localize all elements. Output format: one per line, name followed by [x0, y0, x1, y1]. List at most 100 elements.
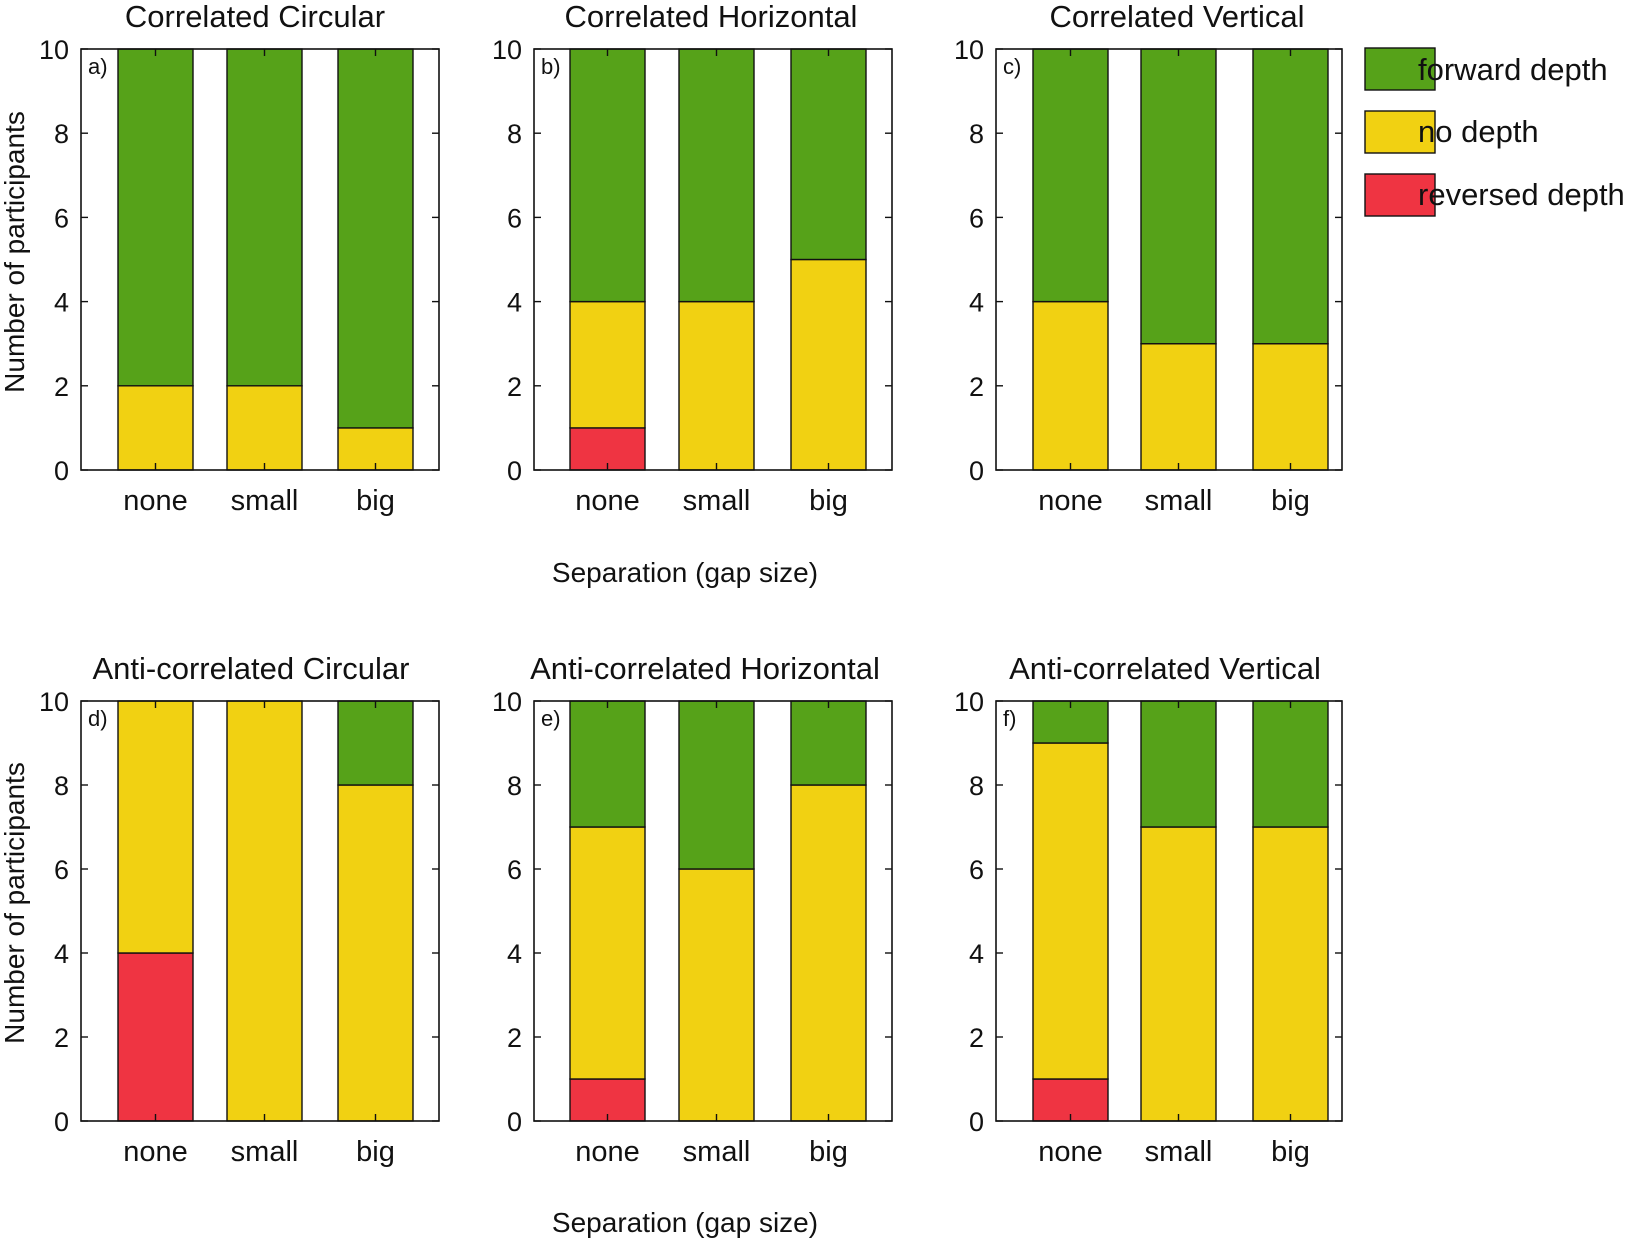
y-tick-label: 2	[54, 372, 69, 402]
x-tick-label-none: none	[1038, 485, 1103, 517]
y-tick-label: 10	[39, 687, 69, 717]
panel-label: a)	[88, 54, 108, 79]
y-tick-label: 0	[54, 1107, 69, 1137]
x-tick-label-big: big	[1271, 485, 1310, 517]
bar-small-no-depth	[678, 868, 755, 1122]
panel-title: Anti-correlated Horizontal	[530, 651, 880, 686]
y-tick-label: 8	[507, 119, 522, 149]
plot-frame	[533, 48, 893, 471]
bar-big-forward-depth	[1252, 48, 1329, 345]
y-tick-label: 4	[507, 939, 522, 969]
panel-title: Anti-correlated Circular	[93, 651, 410, 686]
bar-small-forward-depth	[1140, 700, 1217, 828]
y-tick-label: 10	[39, 35, 69, 65]
bar-small-no-depth	[226, 385, 303, 471]
y-tick-label: 0	[507, 456, 522, 486]
y-tick-label: 0	[507, 1107, 522, 1137]
bar-big-no-depth	[337, 784, 414, 1122]
bar-big-no-depth	[1252, 826, 1329, 1122]
y-tick-label: 8	[969, 771, 984, 801]
y-tick-label: 6	[54, 855, 69, 885]
bar-none-reversed-depth	[117, 952, 194, 1122]
plot-frame	[80, 48, 440, 471]
y-tick-label: 4	[507, 288, 522, 318]
legend: forward depth no depth reversed depth	[1364, 47, 1625, 217]
bar-none-forward-depth	[1032, 48, 1109, 303]
x-tick-label-big: big	[1271, 1136, 1310, 1168]
x-tick-label-big: big	[809, 485, 848, 517]
bar-small-no-depth	[1140, 826, 1217, 1122]
y-tick-label: 6	[969, 203, 984, 233]
y-tick-label: 10	[954, 35, 984, 65]
bar-small-forward-depth	[678, 48, 755, 303]
y-tick-label: 2	[969, 1023, 984, 1053]
bar-none-no-depth	[117, 385, 194, 471]
y-tick-label: 10	[492, 687, 522, 717]
x-tick-label-none: none	[123, 1136, 188, 1168]
y-tick-label: 10	[492, 35, 522, 65]
x-tick-label-big: big	[809, 1136, 848, 1168]
y-tick-label: 4	[54, 939, 69, 969]
x-tick-label-none: none	[123, 485, 188, 517]
plot-frame	[533, 700, 893, 1122]
bar-none-no-depth	[1032, 742, 1109, 1080]
bar-small-forward-depth	[1140, 48, 1217, 345]
y-axis-label-bottom: Number of participants	[0, 762, 30, 1044]
panel-correlated-circular: none small big 0 2 4 6 8 10 a) Correlated Circular	[39, 0, 440, 517]
x-tick-label-small: small	[1145, 1136, 1213, 1168]
x-tick-label-big: big	[356, 485, 395, 517]
panel-correlated-vertical: none small big 0 2 4 6 8 10 c) Correlated Vertical	[954, 0, 1343, 517]
bar-none-forward-depth	[569, 700, 646, 828]
y-tick-label: 4	[969, 939, 984, 969]
x-tick-label-small: small	[1145, 485, 1213, 517]
bar-small-no-depth	[1140, 343, 1217, 471]
x-tick-label-small: small	[683, 1136, 751, 1168]
y-tick-label: 2	[507, 372, 522, 402]
y-tick-label: 8	[969, 119, 984, 149]
legend-swatch-none	[1364, 110, 1436, 154]
plot-frame	[80, 700, 440, 1122]
legend-label-reversed: reversed depth	[1418, 177, 1625, 212]
panel-label: f)	[1003, 706, 1016, 731]
y-tick-label: 0	[969, 456, 984, 486]
y-tick-label: 2	[507, 1023, 522, 1053]
panel-title: Correlated Circular	[125, 0, 385, 34]
x-axis-label-bottom: Separation (gap size)	[552, 1207, 818, 1238]
bar-none-no-depth	[569, 300, 646, 429]
y-tick-label: 0	[54, 456, 69, 486]
x-tick-label-none: none	[1038, 1136, 1103, 1168]
panel-title: Anti-correlated Vertical	[1009, 651, 1321, 686]
bar-big-forward-depth	[337, 700, 414, 786]
bar-big-no-depth	[790, 258, 867, 471]
y-tick-label: 6	[507, 203, 522, 233]
x-tick-label-small: small	[231, 1136, 299, 1168]
bar-big-no-depth	[1252, 343, 1329, 471]
legend-swatch-reversed	[1364, 173, 1436, 217]
x-tick-label-small: small	[683, 485, 751, 517]
x-tick-label-none: none	[575, 1136, 640, 1168]
x-tick-label-none: none	[575, 485, 640, 517]
legend-label-none: no depth	[1418, 114, 1539, 149]
bar-none-forward-depth	[569, 48, 646, 303]
bar-big-forward-depth	[790, 700, 867, 786]
axis-labels: Number of participants Number of partici…	[0, 111, 818, 1238]
bar-none-no-depth	[569, 826, 646, 1080]
y-axis-label-top: Number of participants	[0, 111, 30, 393]
x-axis-label-top: Separation (gap size)	[552, 557, 818, 588]
panel-title: Correlated Vertical	[1049, 0, 1304, 34]
x-tick-label-big: big	[356, 1136, 395, 1168]
y-tick-label: 2	[969, 372, 984, 402]
y-tick-label: 8	[54, 771, 69, 801]
panel-label: b)	[541, 54, 561, 79]
y-tick-label: 6	[969, 855, 984, 885]
panel-correlated-horizontal: none small big 0 2 4 6 8 10 b)Correlated Horizont…	[492, 0, 893, 517]
plot-frame	[995, 700, 1343, 1122]
bar-big-forward-depth	[337, 48, 414, 429]
y-tick-label: 4	[54, 288, 69, 318]
y-tick-label: 4	[969, 288, 984, 318]
y-tick-label: 2	[54, 1023, 69, 1053]
bar-none-no-depth	[117, 700, 194, 954]
panel-label: c)	[1003, 54, 1021, 79]
y-tick-label: 8	[507, 771, 522, 801]
